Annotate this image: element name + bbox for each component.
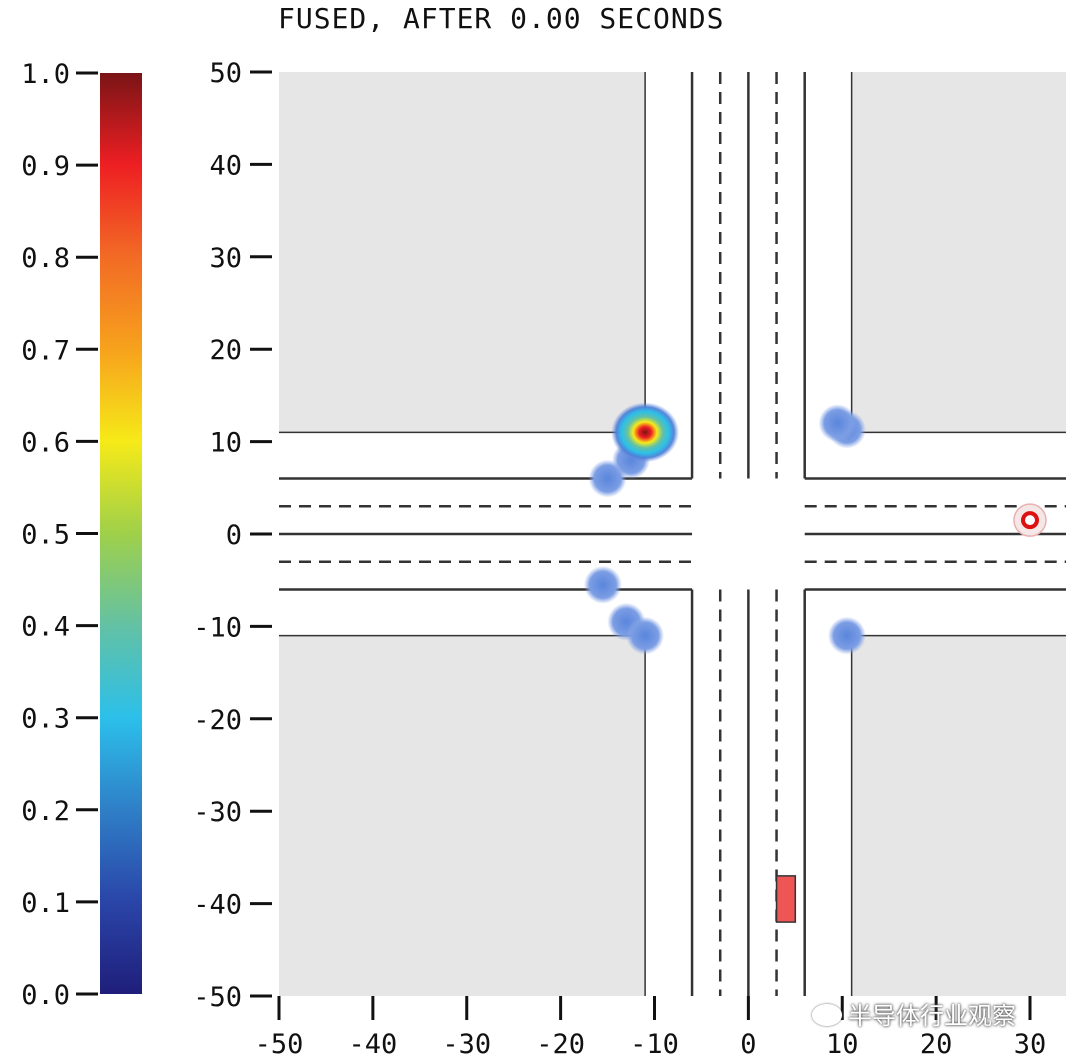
y-tick-label: 30 (209, 243, 242, 274)
colorbar-tick-label: 0.9 (21, 151, 70, 182)
chart-title: FUSED, AFTER 0.00 SECONDS (278, 2, 725, 35)
colorbar-tick-label: 0.0 (21, 980, 70, 1011)
y-tick-label: 50 (209, 58, 242, 89)
y-tick-label: -10 (193, 612, 242, 643)
probability-blob (827, 616, 866, 655)
colorbar-tick-label: 0.6 (21, 427, 70, 458)
x-tick-label: 20 (920, 1029, 953, 1060)
ego-vehicle (775, 875, 797, 923)
x-tick-label: 30 (1014, 1029, 1047, 1060)
watermark: 半导体行业观察 (812, 996, 1016, 1031)
y-tick-label: -40 (193, 890, 242, 921)
y-tick-label: -30 (193, 797, 242, 828)
y-tick-label: 0 (226, 520, 242, 551)
colorbar-tick-label: 0.2 (21, 796, 70, 827)
x-tick-label: 0 (740, 1029, 756, 1060)
axes: -50 -40 -30 -20 -10 0 10 20 30 50 40 30 20 10 0 -10 -20 -… (193, 58, 1046, 1060)
colorbar-tick-label: 1.0 (21, 59, 70, 90)
x-tick-label: -20 (536, 1029, 585, 1060)
x-tick-label: 10 (826, 1029, 859, 1060)
colorbar-tick-label: 0.4 (21, 612, 70, 643)
y-tick-label: 20 (209, 335, 242, 366)
x-tick-label: -10 (630, 1029, 679, 1060)
y-tick-label: -50 (193, 982, 242, 1013)
probability-blob (626, 616, 665, 655)
colorbar-tick-label: 0.7 (21, 335, 70, 366)
watermark-text: 半导体行业观察 (848, 1002, 1016, 1030)
probability-hotspot (611, 402, 680, 463)
colorbar-tick-label: 0.5 (21, 520, 70, 551)
colorbar-tick-label: 0.1 (21, 888, 70, 919)
y-tick-label: -20 (193, 705, 242, 736)
plot-area (279, 72, 1066, 996)
y-tick-label: 40 (209, 150, 242, 181)
colorbar-tick-label: 0.8 (21, 243, 70, 274)
probability-blob (583, 565, 622, 604)
x-tick-label: -50 (255, 1029, 304, 1060)
x-tick-label: -40 (348, 1029, 397, 1060)
x-tick-label: -30 (442, 1029, 491, 1060)
colorbar-gradient (100, 73, 142, 994)
probability-blob (818, 404, 857, 443)
target-marker (1021, 511, 1039, 530)
y-tick-label: 10 (209, 428, 242, 459)
colorbar-tick-label: 0.3 (21, 704, 70, 735)
colorbar: 1.0 0.9 0.8 0.7 0.6 0.5 0.4 0.3 0.2 0.1 0.0 (21, 59, 142, 1011)
wechat-icon (812, 1004, 842, 1026)
